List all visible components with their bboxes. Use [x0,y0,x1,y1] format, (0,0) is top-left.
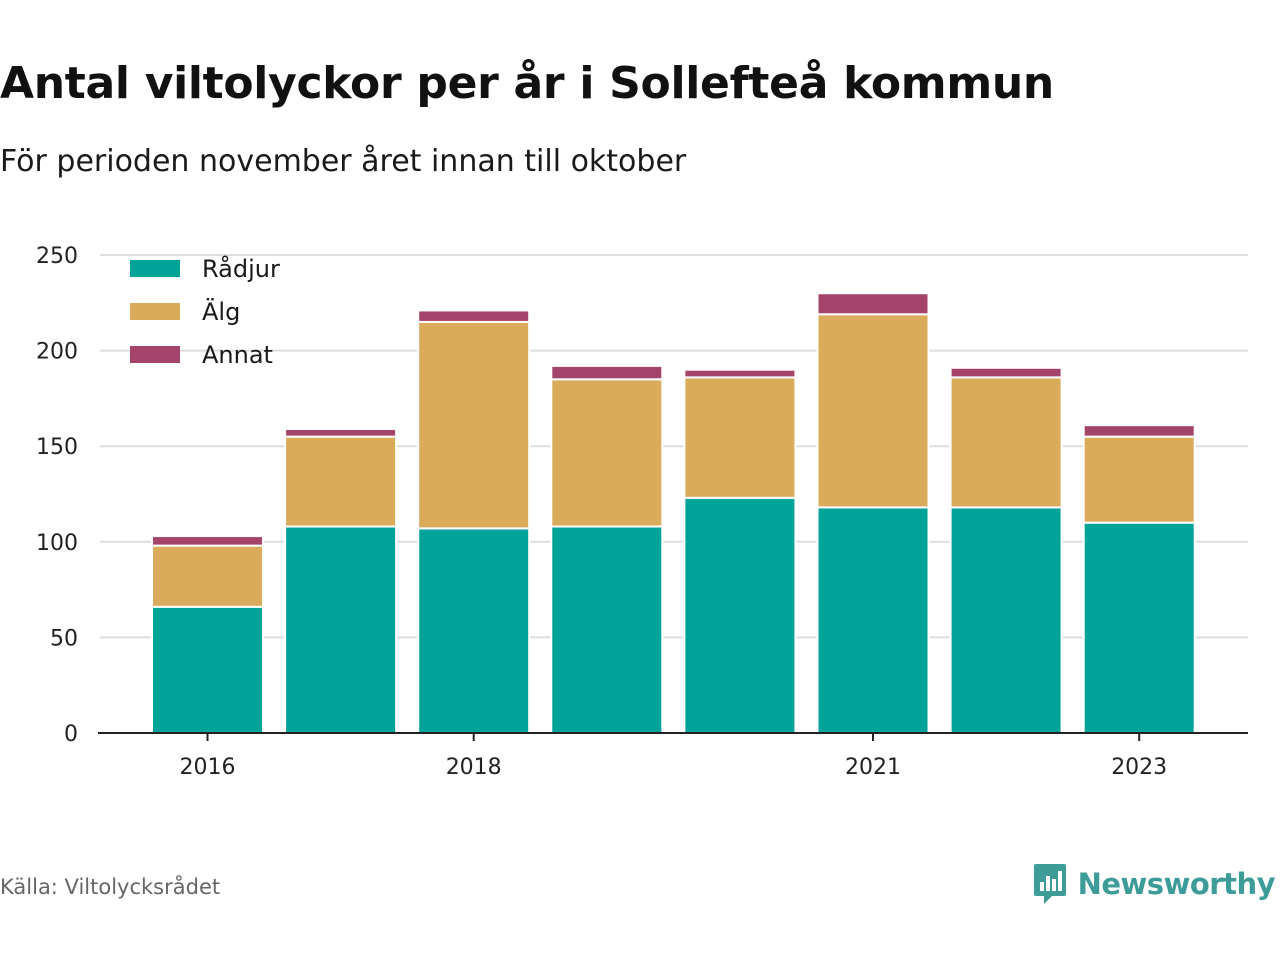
bar-segment [683,496,797,734]
bar-segment [683,376,797,499]
bar-segment [1082,435,1196,524]
bar-segment [151,544,264,608]
legend-swatch [130,303,180,320]
chart-title: Antal viltolyckor per år i Sollefteå kom… [0,58,1054,109]
brand-name: Newsworthy [1077,867,1276,901]
bar-segment [151,605,264,734]
y-tick-label: 100 [36,531,78,556]
x-tick-label: 2018 [446,755,502,780]
brand-logo: Newsworthy [1032,862,1276,906]
y-tick-label: 0 [64,722,78,747]
newsworthy-logo-icon [1033,864,1066,904]
bar-segment [151,535,264,547]
bar-segment [417,320,531,530]
y-tick-label: 150 [36,435,78,460]
bar-segment [816,292,930,316]
bars [151,292,1196,735]
legend-label: Rådjur [202,254,280,283]
bar-segment [550,378,664,528]
bar-segment [949,366,1063,379]
bar-segment [284,525,398,735]
x-tick-label: 2021 [845,755,901,780]
bar-segment [1082,521,1196,734]
y-tick-label: 250 [36,244,78,269]
bar-segment [816,313,930,509]
legend: Rådjur Älg Annat [130,254,280,369]
legend-swatch [130,260,180,277]
axes: 0 50 100 150 200 250 2016 2018 2021 2023 [36,244,1248,780]
legend-label: Älg [202,297,240,326]
bar-segment [949,506,1063,734]
bar-segment [550,525,664,735]
bar-segment [683,368,797,379]
y-tick-label: 50 [50,626,78,651]
bar-segment [949,376,1063,509]
chart-subtitle: För perioden november året innan till ok… [0,144,687,179]
bar-segment [816,506,930,734]
x-tick-label: 2023 [1111,755,1167,780]
bar-segment [550,364,664,381]
legend-label: Annat [202,341,273,369]
bar-segment [284,435,398,528]
bar-segment [1082,424,1196,438]
bar-segment [284,427,398,438]
bar-segment [417,527,531,735]
bar-segment [417,309,531,323]
y-tick-label: 200 [36,340,78,365]
grid-lines [100,254,1248,639]
x-tick-label: 2016 [180,755,236,780]
source-note: Källa: Viltolycksrådet [0,875,221,899]
legend-swatch [130,346,180,363]
